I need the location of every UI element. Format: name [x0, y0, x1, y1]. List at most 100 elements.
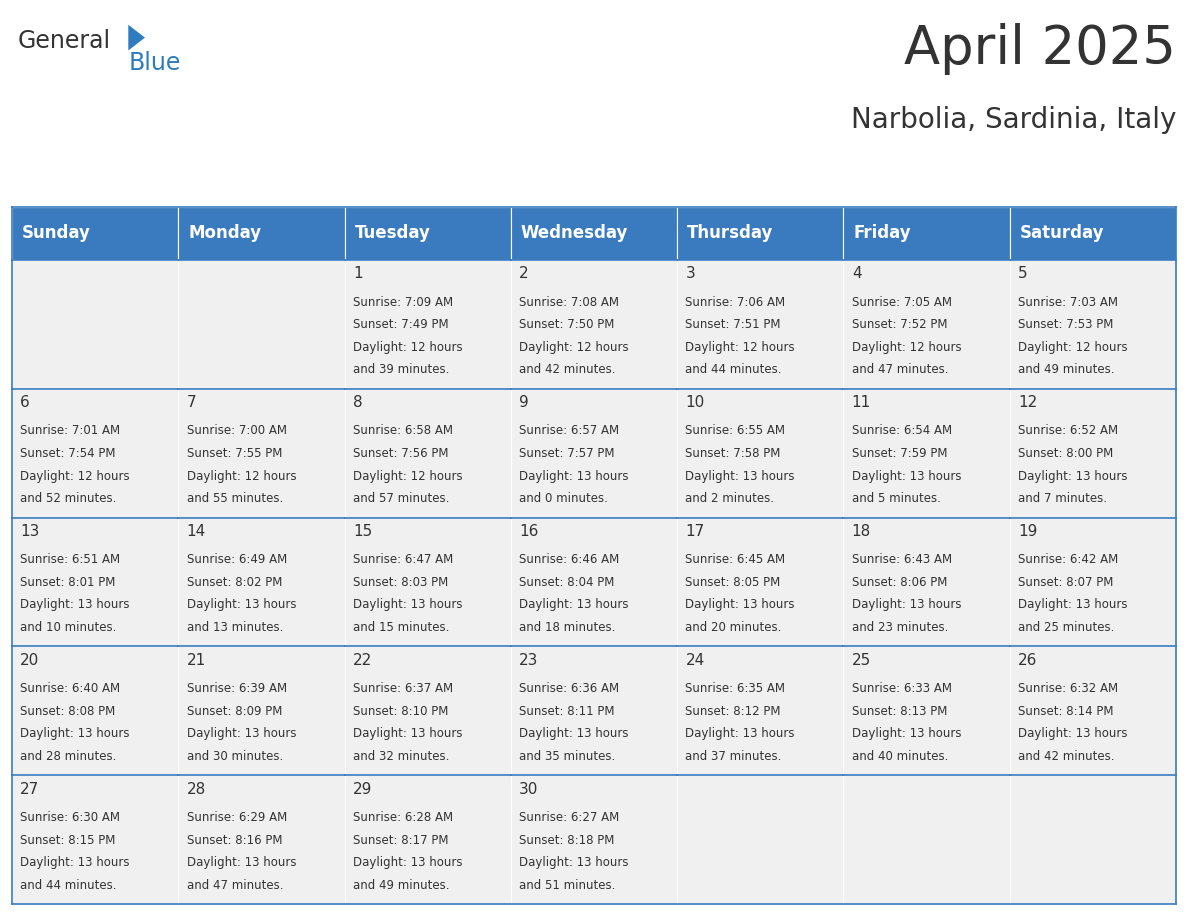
Text: Sunrise: 6:29 AM: Sunrise: 6:29 AM [187, 812, 286, 824]
Bar [12, 776, 178, 904]
Text: Saturday: Saturday [1019, 224, 1105, 242]
Text: Sunset: 7:50 PM: Sunset: 7:50 PM [519, 319, 614, 331]
Text: Daylight: 13 hours: Daylight: 13 hours [187, 856, 296, 869]
Text: and 57 minutes.: and 57 minutes. [353, 492, 449, 505]
Text: Sunset: 7:59 PM: Sunset: 7:59 PM [852, 447, 947, 460]
Bar [677, 207, 843, 260]
Bar [345, 388, 511, 518]
Text: Sunrise: 6:30 AM: Sunrise: 6:30 AM [20, 812, 120, 824]
Text: 13: 13 [20, 524, 39, 539]
Bar [1010, 518, 1176, 646]
Bar [677, 776, 843, 904]
Text: Daylight: 12 hours: Daylight: 12 hours [685, 341, 795, 353]
Text: 24: 24 [685, 653, 704, 668]
Text: Sunset: 7:53 PM: Sunset: 7:53 PM [1018, 319, 1113, 331]
Text: Sunrise: 6:54 AM: Sunrise: 6:54 AM [852, 424, 952, 438]
Text: Daylight: 13 hours: Daylight: 13 hours [1018, 727, 1127, 741]
Text: 15: 15 [353, 524, 372, 539]
Text: Daylight: 12 hours: Daylight: 12 hours [1018, 341, 1127, 353]
Text: Sunrise: 6:40 AM: Sunrise: 6:40 AM [20, 682, 120, 695]
Bar [677, 388, 843, 518]
Text: Friday: Friday [853, 224, 911, 242]
Text: Sunset: 8:15 PM: Sunset: 8:15 PM [20, 834, 115, 846]
Text: Sunrise: 7:00 AM: Sunrise: 7:00 AM [187, 424, 286, 438]
Text: Sunrise: 6:32 AM: Sunrise: 6:32 AM [1018, 682, 1118, 695]
Text: Narbolia, Sardinia, Italy: Narbolia, Sardinia, Italy [851, 106, 1176, 134]
Text: and 2 minutes.: and 2 minutes. [685, 492, 775, 505]
Text: and 20 minutes.: and 20 minutes. [685, 621, 782, 634]
Text: Sunrise: 6:35 AM: Sunrise: 6:35 AM [685, 682, 785, 695]
Text: Daylight: 13 hours: Daylight: 13 hours [1018, 599, 1127, 611]
Text: Sunset: 8:10 PM: Sunset: 8:10 PM [353, 705, 448, 718]
Text: Sunrise: 7:05 AM: Sunrise: 7:05 AM [852, 296, 952, 308]
Text: Sunrise: 6:42 AM: Sunrise: 6:42 AM [1018, 554, 1118, 566]
Text: Thursday: Thursday [687, 224, 773, 242]
Text: and 40 minutes.: and 40 minutes. [852, 750, 948, 763]
Text: Wednesday: Wednesday [520, 224, 628, 242]
Text: 11: 11 [852, 395, 871, 410]
Bar [677, 646, 843, 776]
Text: and 51 minutes.: and 51 minutes. [519, 879, 615, 891]
Text: 17: 17 [685, 524, 704, 539]
Text: Sunset: 7:49 PM: Sunset: 7:49 PM [353, 319, 448, 331]
Bar [843, 388, 1010, 518]
Text: 23: 23 [519, 653, 538, 668]
Text: Daylight: 12 hours: Daylight: 12 hours [353, 470, 462, 483]
Bar [12, 207, 178, 260]
Text: and 49 minutes.: and 49 minutes. [1018, 364, 1114, 376]
Text: 27: 27 [20, 782, 39, 797]
Text: and 49 minutes.: and 49 minutes. [353, 879, 449, 891]
Text: and 55 minutes.: and 55 minutes. [187, 492, 283, 505]
Text: and 47 minutes.: and 47 minutes. [187, 879, 283, 891]
Text: Tuesday: Tuesday [354, 224, 430, 242]
Text: and 47 minutes.: and 47 minutes. [852, 364, 948, 376]
Text: Sunset: 8:07 PM: Sunset: 8:07 PM [1018, 576, 1113, 589]
Text: Sunset: 8:02 PM: Sunset: 8:02 PM [187, 576, 282, 589]
Bar [12, 518, 178, 646]
Bar [12, 646, 178, 776]
Text: 6: 6 [20, 395, 30, 410]
Text: and 7 minutes.: and 7 minutes. [1018, 492, 1107, 505]
Text: and 39 minutes.: and 39 minutes. [353, 364, 449, 376]
Text: 18: 18 [852, 524, 871, 539]
Text: and 37 minutes.: and 37 minutes. [685, 750, 782, 763]
Text: Sunrise: 7:01 AM: Sunrise: 7:01 AM [20, 424, 120, 438]
Text: Daylight: 13 hours: Daylight: 13 hours [20, 727, 129, 741]
Text: Daylight: 13 hours: Daylight: 13 hours [20, 599, 129, 611]
Bar [345, 207, 511, 260]
Text: and 44 minutes.: and 44 minutes. [20, 879, 116, 891]
Text: Sunrise: 6:28 AM: Sunrise: 6:28 AM [353, 812, 453, 824]
Text: Blue: Blue [128, 51, 181, 75]
Text: Sunrise: 7:08 AM: Sunrise: 7:08 AM [519, 296, 619, 308]
Text: Sunset: 8:00 PM: Sunset: 8:00 PM [1018, 447, 1113, 460]
Text: Daylight: 12 hours: Daylight: 12 hours [852, 341, 961, 353]
Text: Daylight: 13 hours: Daylight: 13 hours [519, 727, 628, 741]
Text: Sunset: 7:55 PM: Sunset: 7:55 PM [187, 447, 282, 460]
Text: Sunset: 8:04 PM: Sunset: 8:04 PM [519, 576, 614, 589]
Text: Sunset: 8:17 PM: Sunset: 8:17 PM [353, 834, 448, 846]
Bar [178, 518, 345, 646]
Text: Sunset: 8:13 PM: Sunset: 8:13 PM [852, 705, 947, 718]
Text: 4: 4 [852, 266, 861, 281]
Text: 10: 10 [685, 395, 704, 410]
Bar [178, 388, 345, 518]
Text: Sunrise: 6:52 AM: Sunrise: 6:52 AM [1018, 424, 1118, 438]
Text: Sunset: 7:52 PM: Sunset: 7:52 PM [852, 319, 947, 331]
Text: Sunrise: 7:03 AM: Sunrise: 7:03 AM [1018, 296, 1118, 308]
Text: Daylight: 12 hours: Daylight: 12 hours [20, 470, 129, 483]
Text: Sunrise: 7:06 AM: Sunrise: 7:06 AM [685, 296, 785, 308]
Text: Sunrise: 6:51 AM: Sunrise: 6:51 AM [20, 554, 120, 566]
Bar [511, 260, 677, 388]
Text: Sunrise: 6:27 AM: Sunrise: 6:27 AM [519, 812, 619, 824]
Text: 3: 3 [685, 266, 695, 281]
Bar [843, 518, 1010, 646]
Text: and 5 minutes.: and 5 minutes. [852, 492, 941, 505]
Text: Sunset: 7:56 PM: Sunset: 7:56 PM [353, 447, 448, 460]
Text: Sunset: 8:18 PM: Sunset: 8:18 PM [519, 834, 614, 846]
Bar [1010, 260, 1176, 388]
Text: Daylight: 13 hours: Daylight: 13 hours [852, 470, 961, 483]
Text: 12: 12 [1018, 395, 1037, 410]
Text: Sunset: 8:14 PM: Sunset: 8:14 PM [1018, 705, 1113, 718]
Text: Sunday: Sunday [21, 224, 90, 242]
Text: 20: 20 [20, 653, 39, 668]
